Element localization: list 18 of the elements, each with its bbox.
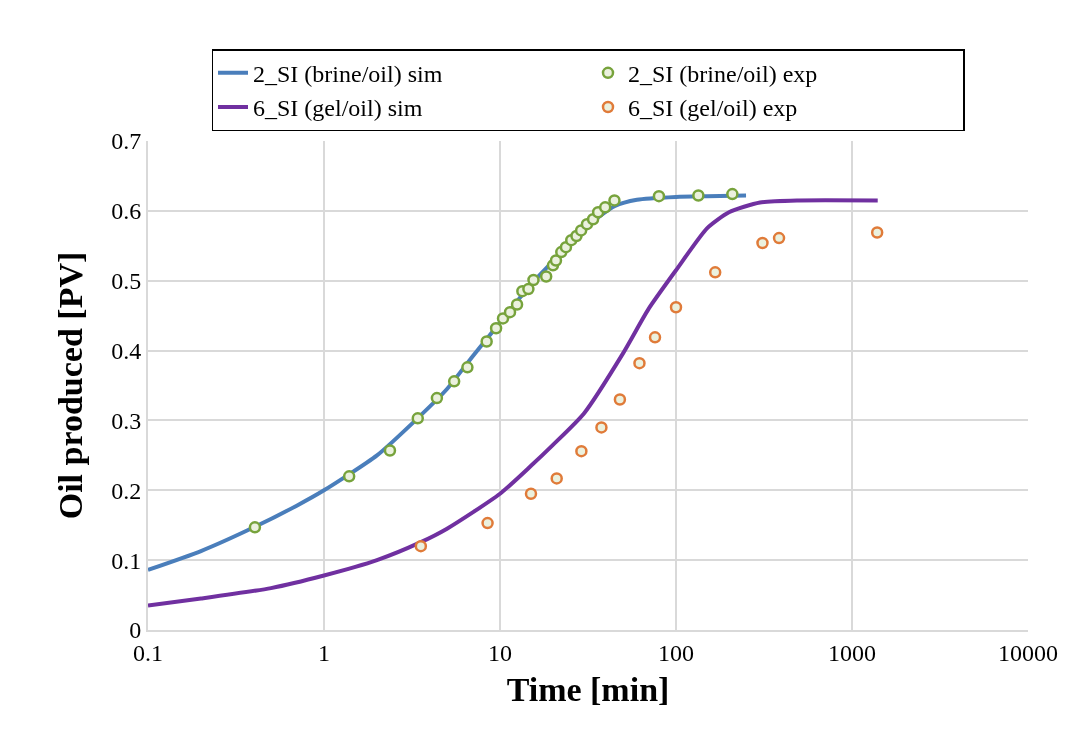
y-tick-label: 0.2 [111, 477, 142, 504]
x-tick-label: 10 [488, 639, 512, 666]
y-tick-label: 0.3 [111, 407, 142, 434]
y-tick-label: 0.5 [111, 268, 142, 295]
x-axis-title: Time [min] [506, 670, 670, 708]
legend-label: 2_SI (brine/oil) exp [628, 61, 818, 88]
x-tick-label: 1 [318, 639, 330, 666]
legend-label: 6_SI (gel/oil) sim [253, 95, 423, 122]
x-tick-label: 100 [658, 639, 694, 666]
legend-label: 6_SI (gel/oil) exp [628, 95, 798, 122]
y-tick-label: 0.1 [111, 547, 142, 574]
y-tick-label: 0.7 [111, 128, 142, 155]
legend-label: 2_SI (brine/oil) sim [253, 61, 443, 88]
y-axis-title: Oil produced [PV] [52, 251, 90, 520]
x-tick-label: 10000 [998, 639, 1058, 666]
y-tick-label: 0.4 [111, 337, 142, 364]
x-tick-label: 1000 [828, 639, 876, 666]
y-tick-label: 0.6 [111, 198, 142, 225]
